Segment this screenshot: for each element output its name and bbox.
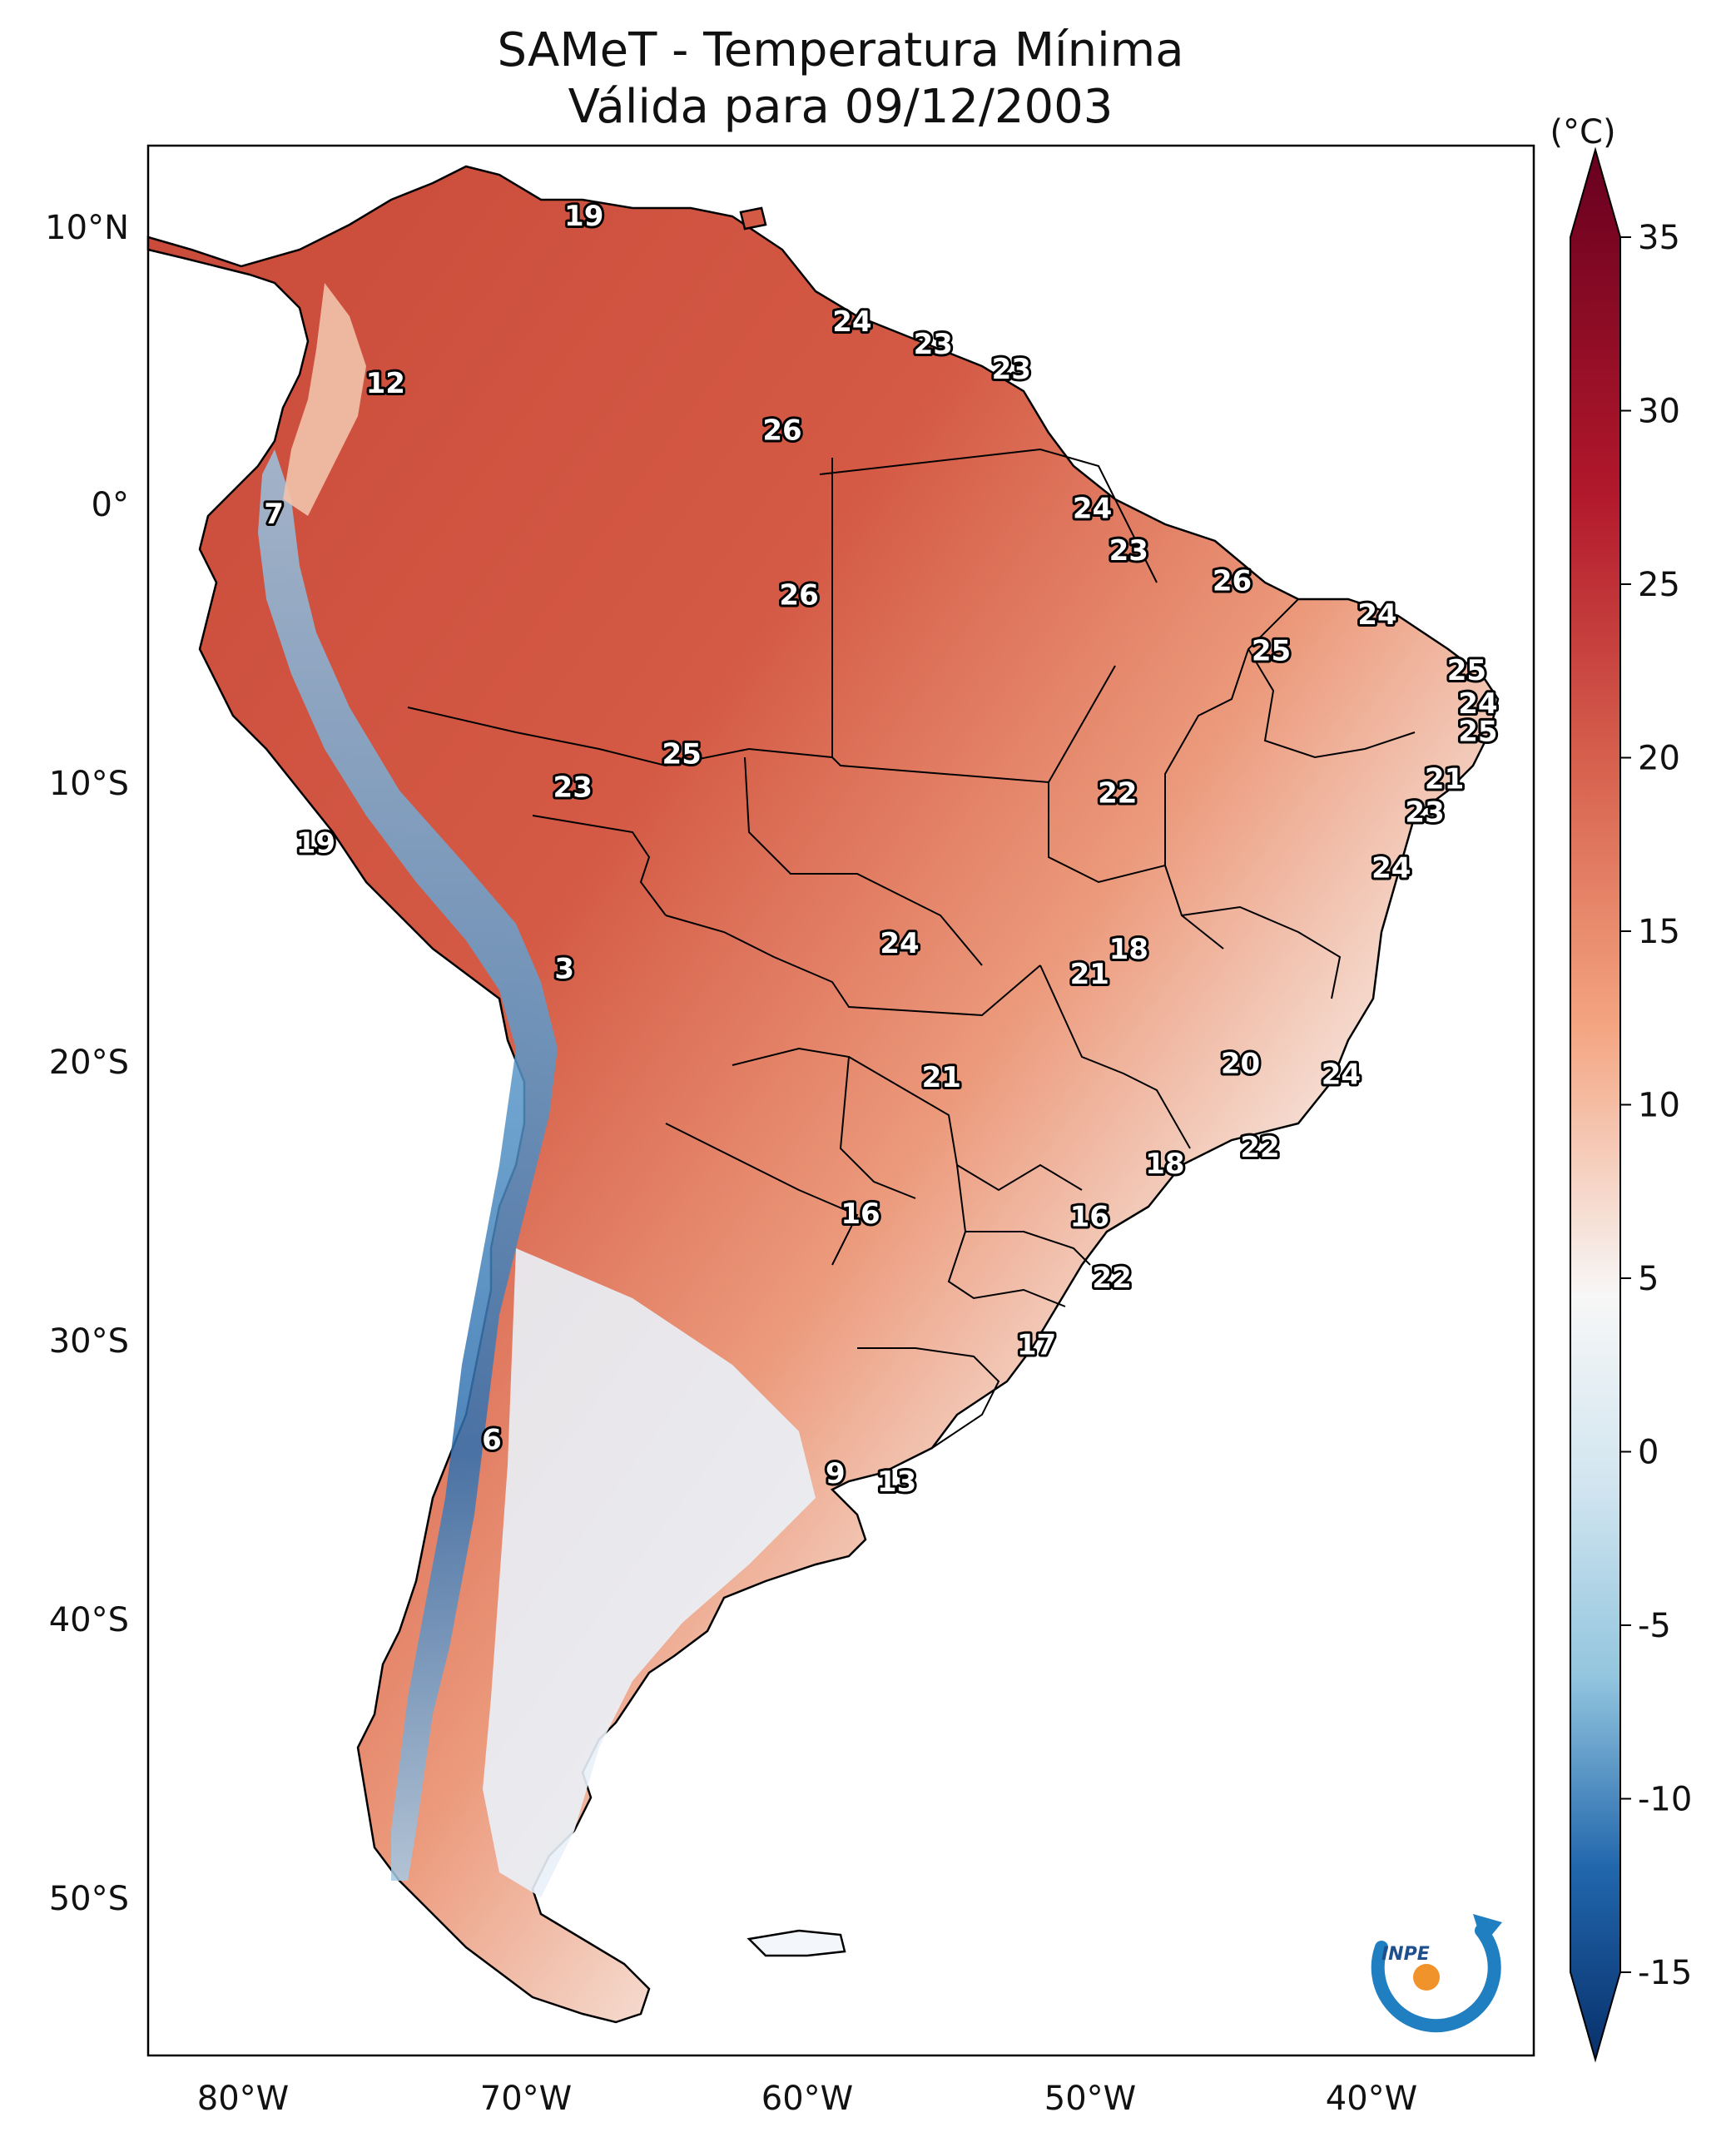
station-value-label: 18 xyxy=(1145,1148,1184,1181)
colorbar: (°C) 35 30 25 20 15 10 5 0 -5 -10 -15 xyxy=(1550,113,1692,2063)
station-value-label: 25 xyxy=(1252,634,1291,667)
station-value-label: 26 xyxy=(779,578,818,612)
station-value-label: 16 xyxy=(1070,1201,1109,1234)
lat-tick-label: 10°N xyxy=(45,209,129,247)
station-value-label: 16 xyxy=(841,1197,880,1231)
station-value-label: 23 xyxy=(1109,534,1148,568)
station-value-label: 23 xyxy=(914,328,953,361)
station-value-label: 12 xyxy=(366,367,405,400)
lat-tick-label: 0° xyxy=(92,486,129,524)
station-value-label: 25 xyxy=(662,737,702,771)
station-value-label: 25 xyxy=(1447,654,1486,687)
station-value-label: 17 xyxy=(1017,1329,1056,1362)
station-value-label: 7 xyxy=(264,498,284,531)
colorbar-tick-label: 20 xyxy=(1638,740,1680,778)
lat-axis: 10°N 0° 10°S 20°S 30°S 40°S 50°S xyxy=(45,209,129,1918)
station-value-label: 26 xyxy=(762,414,801,448)
station-value-label: 25 xyxy=(1458,716,1497,749)
lon-axis: 80°W 70°W 60°W 50°W 40°W xyxy=(197,2080,1417,2118)
station-value-label: 21 xyxy=(1425,763,1464,796)
station-value-label: 22 xyxy=(1240,1131,1279,1164)
lat-tick-label: 40°S xyxy=(49,1601,129,1639)
station-value-label: 24 xyxy=(880,927,919,960)
inpe-logo: INPE xyxy=(1371,1914,1502,2033)
station-value-label: 13 xyxy=(877,1465,916,1499)
station-value-label: 24 xyxy=(1458,687,1497,721)
logo-swoosh-icon xyxy=(1371,1924,1501,2033)
station-value-label: 24 xyxy=(832,305,871,339)
station-value-label: 24 xyxy=(1073,493,1112,526)
colorbar-tick-label: 25 xyxy=(1638,566,1680,604)
colorbar-tick-label: 10 xyxy=(1638,1087,1680,1125)
station-value-label: 22 xyxy=(1098,776,1137,810)
station-value-label: 24 xyxy=(1357,598,1396,632)
colorbar-tick-label: -5 xyxy=(1638,1607,1671,1645)
lon-tick-label: 80°W xyxy=(197,2080,289,2118)
colorbar-bar xyxy=(1570,146,1621,2063)
falkland-islands xyxy=(746,1929,846,1957)
map-title-line2: Válida para 09/12/2003 xyxy=(568,80,1114,134)
station-value-label: 19 xyxy=(296,827,335,860)
station-value-label: 23 xyxy=(553,771,593,805)
lat-tick-label: 30°S xyxy=(49,1322,129,1361)
logo-arrow-icon xyxy=(1473,1914,1502,1946)
station-value-label: 22 xyxy=(1092,1262,1131,1295)
caribbean-islands xyxy=(739,206,767,231)
station-value-label: 24 xyxy=(1371,852,1411,885)
lon-tick-label: 50°W xyxy=(1044,2080,1136,2118)
lat-tick-label: 50°S xyxy=(49,1880,129,1918)
station-value-label: 3 xyxy=(554,952,574,985)
lat-tick-label: 20°S xyxy=(49,1044,129,1082)
station-value-label: 26 xyxy=(1213,565,1252,598)
station-value-label: 18 xyxy=(1109,933,1148,966)
station-value-label: 23 xyxy=(1405,796,1444,830)
logo-text: INPE xyxy=(1381,1944,1430,1965)
colombian-andes-cool xyxy=(283,283,366,516)
station-value-label: 21 xyxy=(922,1061,961,1094)
station-value-label: 21 xyxy=(1070,958,1109,991)
colorbar-tick-label: 15 xyxy=(1638,913,1680,951)
colorbar-tick-label: -15 xyxy=(1638,1954,1692,1992)
lon-tick-label: 60°W xyxy=(761,2080,853,2118)
colorbar-unit: (°C) xyxy=(1550,113,1615,151)
land-layer xyxy=(146,165,1500,2024)
colorbar-tick-label: 30 xyxy=(1638,393,1680,431)
state-borders xyxy=(407,448,1416,1449)
station-value-label: 19 xyxy=(564,200,603,233)
lon-tick-label: 70°W xyxy=(480,2080,572,2118)
colorbar-tick-label: 5 xyxy=(1638,1260,1659,1298)
andes-cold-band xyxy=(258,449,558,1881)
colorbar-tick-label: -10 xyxy=(1638,1781,1692,1819)
colorbar-tick-label: 0 xyxy=(1638,1434,1659,1472)
station-value-label: 20 xyxy=(1221,1047,1260,1080)
lat-tick-label: 10°S xyxy=(49,765,129,803)
colorbar-tick-label: 35 xyxy=(1638,219,1680,257)
lon-tick-label: 40°W xyxy=(1326,2080,1417,2118)
logo-dot-icon xyxy=(1413,1964,1440,1991)
station-value-label: 6 xyxy=(482,1424,502,1457)
station-value-label: 9 xyxy=(826,1457,846,1490)
map-title-line1: SAMeT - Temperatura Mínima xyxy=(497,23,1184,77)
south-america-landmass xyxy=(146,165,1500,2024)
station-value-label: 24 xyxy=(1322,1059,1361,1092)
station-value-label: 23 xyxy=(992,353,1031,386)
patagonia-cool xyxy=(483,1248,816,1897)
